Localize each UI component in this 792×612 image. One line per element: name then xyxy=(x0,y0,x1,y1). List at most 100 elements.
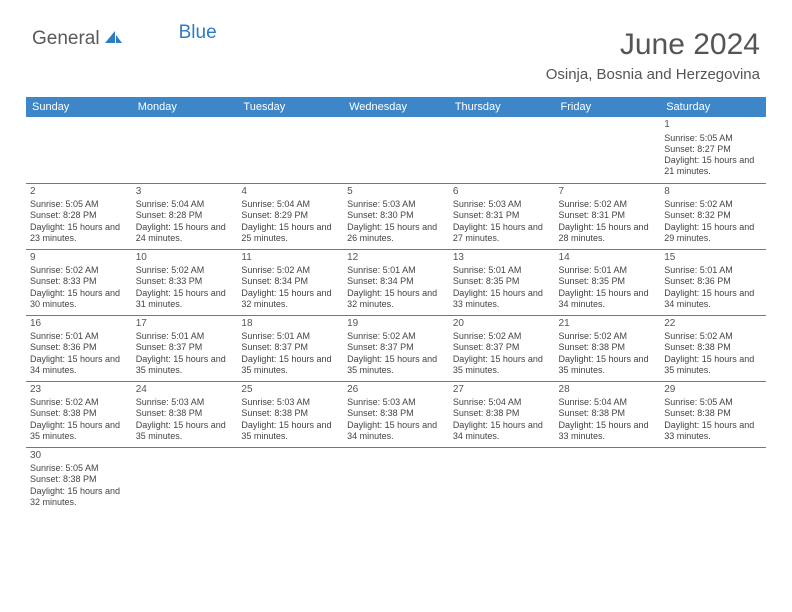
sunset-line: Sunset: 8:37 PM xyxy=(453,342,520,352)
calendar-cell: 15Sunrise: 5:01 AMSunset: 8:36 PMDayligh… xyxy=(660,249,766,315)
daylight-line: Daylight: 15 hours and 21 minutes. xyxy=(664,155,754,176)
sunrise-line: Sunrise: 5:04 AM xyxy=(559,397,628,407)
day-number: 11 xyxy=(241,252,339,265)
sunrise-line: Sunrise: 5:04 AM xyxy=(453,397,522,407)
daylight-line: Daylight: 15 hours and 34 minutes. xyxy=(664,288,754,309)
sunset-line: Sunset: 8:34 PM xyxy=(241,276,308,286)
sunset-line: Sunset: 8:31 PM xyxy=(453,210,520,220)
day-number: 2 xyxy=(30,186,128,199)
sunrise-line: Sunrise: 5:03 AM xyxy=(453,199,522,209)
calendar-cell: 19Sunrise: 5:02 AMSunset: 8:37 PMDayligh… xyxy=(343,315,449,381)
daylight-line: Daylight: 15 hours and 33 minutes. xyxy=(664,420,754,441)
daylight-line: Daylight: 15 hours and 32 minutes. xyxy=(241,288,331,309)
calendar-cell: 22Sunrise: 5:02 AMSunset: 8:38 PMDayligh… xyxy=(660,315,766,381)
sunrise-line: Sunrise: 5:02 AM xyxy=(453,331,522,341)
day-number: 8 xyxy=(664,186,762,199)
sunset-line: Sunset: 8:38 PM xyxy=(30,474,97,484)
sunrise-line: Sunrise: 5:03 AM xyxy=(241,397,310,407)
daylight-line: Daylight: 15 hours and 35 minutes. xyxy=(30,420,120,441)
calendar-cell: 8Sunrise: 5:02 AMSunset: 8:32 PMDaylight… xyxy=(660,183,766,249)
sunset-line: Sunset: 8:31 PM xyxy=(559,210,626,220)
calendar-cell: 21Sunrise: 5:02 AMSunset: 8:38 PMDayligh… xyxy=(555,315,661,381)
day-number: 15 xyxy=(664,252,762,265)
sunrise-line: Sunrise: 5:02 AM xyxy=(559,331,628,341)
daylight-line: Daylight: 15 hours and 27 minutes. xyxy=(453,222,543,243)
daylight-line: Daylight: 15 hours and 33 minutes. xyxy=(453,288,543,309)
day-number: 28 xyxy=(559,384,657,397)
day-number: 13 xyxy=(453,252,551,265)
daylight-line: Daylight: 15 hours and 34 minutes. xyxy=(30,354,120,375)
day-number: 23 xyxy=(30,384,128,397)
daylight-line: Daylight: 15 hours and 35 minutes. xyxy=(241,420,331,441)
sunset-line: Sunset: 8:38 PM xyxy=(347,408,414,418)
day-number: 3 xyxy=(136,186,234,199)
sunset-line: Sunset: 8:38 PM xyxy=(136,408,203,418)
day-number: 24 xyxy=(136,384,234,397)
sunrise-line: Sunrise: 5:01 AM xyxy=(241,331,310,341)
day-header: Sunday xyxy=(26,97,132,117)
calendar-cell: 9Sunrise: 5:02 AMSunset: 8:33 PMDaylight… xyxy=(26,249,132,315)
sunset-line: Sunset: 8:37 PM xyxy=(241,342,308,352)
day-number: 9 xyxy=(30,252,128,265)
brand-logo: General Blue xyxy=(32,28,217,50)
sunrise-line: Sunrise: 5:02 AM xyxy=(664,199,733,209)
day-number: 18 xyxy=(241,318,339,331)
calendar-cell: 2Sunrise: 5:05 AMSunset: 8:28 PMDaylight… xyxy=(26,183,132,249)
day-number: 6 xyxy=(453,186,551,199)
sunrise-line: Sunrise: 5:01 AM xyxy=(453,265,522,275)
sunset-line: Sunset: 8:28 PM xyxy=(136,210,203,220)
day-number: 7 xyxy=(559,186,657,199)
sunset-line: Sunset: 8:38 PM xyxy=(453,408,520,418)
daylight-line: Daylight: 15 hours and 23 minutes. xyxy=(30,222,120,243)
sunset-line: Sunset: 8:35 PM xyxy=(559,276,626,286)
day-number: 26 xyxy=(347,384,445,397)
daylight-line: Daylight: 15 hours and 34 minutes. xyxy=(347,420,437,441)
sunset-line: Sunset: 8:33 PM xyxy=(30,276,97,286)
sunset-line: Sunset: 8:37 PM xyxy=(136,342,203,352)
calendar-cell-empty xyxy=(132,117,238,183)
sunrise-line: Sunrise: 5:03 AM xyxy=(347,199,416,209)
day-number: 12 xyxy=(347,252,445,265)
sunrise-line: Sunrise: 5:02 AM xyxy=(241,265,310,275)
daylight-line: Daylight: 15 hours and 24 minutes. xyxy=(136,222,226,243)
sunrise-line: Sunrise: 5:03 AM xyxy=(136,397,205,407)
sunset-line: Sunset: 8:30 PM xyxy=(347,210,414,220)
sunset-line: Sunset: 8:34 PM xyxy=(347,276,414,286)
sunset-line: Sunset: 8:38 PM xyxy=(241,408,308,418)
brand-sail-icon xyxy=(103,29,123,50)
sunset-line: Sunset: 8:27 PM xyxy=(664,144,731,154)
calendar-cell: 4Sunrise: 5:04 AMSunset: 8:29 PMDaylight… xyxy=(237,183,343,249)
calendar-cell: 14Sunrise: 5:01 AMSunset: 8:35 PMDayligh… xyxy=(555,249,661,315)
calendar-cell: 26Sunrise: 5:03 AMSunset: 8:38 PM Dayligh… xyxy=(343,381,449,447)
calendar-cell-empty xyxy=(555,447,661,513)
sunrise-line: Sunrise: 5:02 AM xyxy=(664,331,733,341)
sunrise-line: Sunrise: 5:04 AM xyxy=(136,199,205,209)
sunset-line: Sunset: 8:35 PM xyxy=(453,276,520,286)
calendar-table: SundayMondayTuesdayWednesdayThursdayFrid… xyxy=(26,97,766,513)
calendar-cell-empty xyxy=(343,117,449,183)
sunset-line: Sunset: 8:38 PM xyxy=(559,408,626,418)
sunset-line: Sunset: 8:37 PM xyxy=(347,342,414,352)
sunset-line: Sunset: 8:38 PM xyxy=(664,342,731,352)
daylight-line: Daylight: 15 hours and 34 minutes. xyxy=(453,420,543,441)
daylight-line: Daylight: 15 hours and 35 minutes. xyxy=(453,354,543,375)
month-title: June 2024 xyxy=(546,28,760,62)
calendar-cell: 10Sunrise: 5:02 AMSunset: 8:33 PMDayligh… xyxy=(132,249,238,315)
day-header: Thursday xyxy=(449,97,555,117)
day-number: 14 xyxy=(559,252,657,265)
day-number: 10 xyxy=(136,252,234,265)
calendar-cell: 24Sunrise: 5:03 AMSunset: 8:38 PMDayligh… xyxy=(132,381,238,447)
sunrise-line: Sunrise: 5:01 AM xyxy=(136,331,205,341)
day-number: 25 xyxy=(241,384,339,397)
day-number: 29 xyxy=(664,384,762,397)
daylight-line: Daylight: 15 hours and 35 minutes. xyxy=(664,354,754,375)
sunrise-line: Sunrise: 5:03 AM xyxy=(347,397,416,407)
calendar-cell-empty xyxy=(26,117,132,183)
day-header: Friday xyxy=(555,97,661,117)
calendar-cell: 18Sunrise: 5:01 AMSunset: 8:37 PMDayligh… xyxy=(237,315,343,381)
day-header: Wednesday xyxy=(343,97,449,117)
calendar-cell: 1Sunrise: 5:05 AMSunset: 8:27 PMDaylight… xyxy=(660,117,766,183)
sunrise-line: Sunrise: 5:02 AM xyxy=(30,397,99,407)
sunset-line: Sunset: 8:29 PM xyxy=(241,210,308,220)
day-number: 27 xyxy=(453,384,551,397)
